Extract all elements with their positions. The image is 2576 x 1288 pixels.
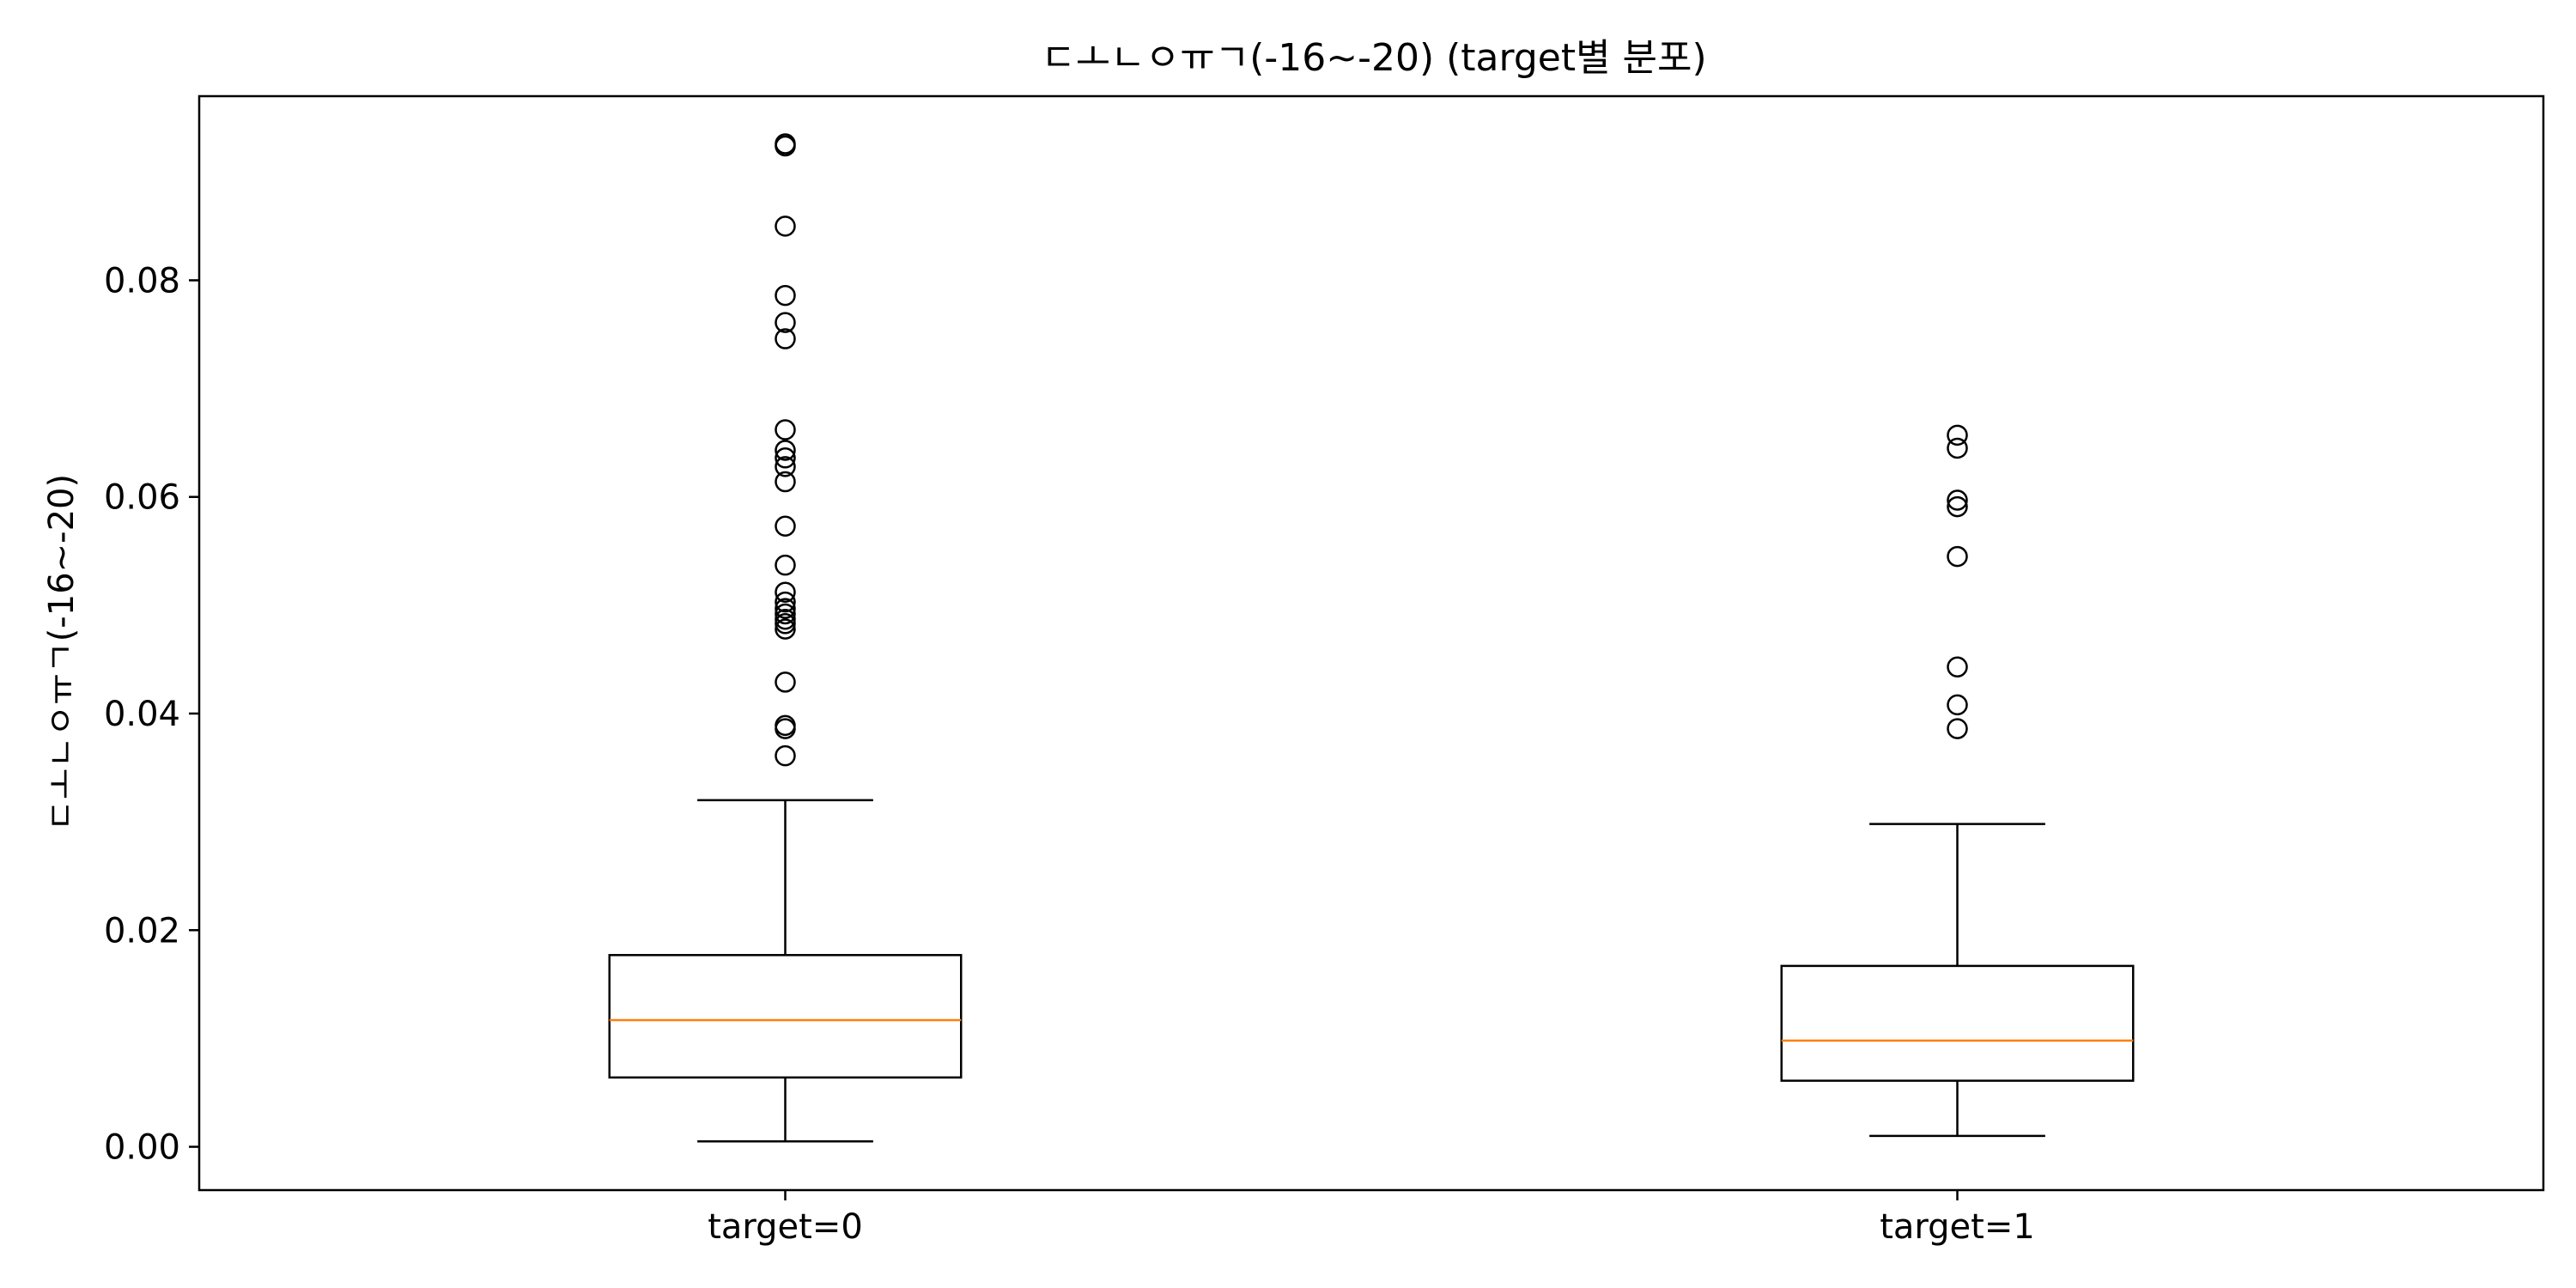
outlier-point — [1947, 495, 1968, 518]
outlier-point — [775, 581, 796, 603]
y-tick-label: 0.06 — [104, 478, 180, 518]
y-axis-label: ㄷㅗㄴㅇㅠㄱ(-16~-20) — [42, 474, 82, 831]
outlier-point — [775, 284, 796, 307]
iqr-box — [1780, 964, 2135, 1082]
y-axis: 0.00 0.02 0.04 0.06 0.08 — [104, 261, 199, 1168]
outlier-point — [775, 603, 796, 625]
outlier-point — [1947, 656, 1968, 678]
x-axis: target=0 target=1 — [708, 1190, 2035, 1247]
outlier-point — [775, 328, 796, 349]
outlier-point — [775, 554, 796, 576]
iqr-box — [608, 954, 963, 1079]
outlier-point — [1947, 718, 1968, 739]
outlier-point — [775, 671, 796, 693]
chart-title: ㄷㅗㄴㅇㅠㄱ(-16~-20) (target별 분포) — [1041, 36, 1706, 80]
outlier-point — [775, 714, 796, 737]
outlier-point — [1947, 489, 1968, 511]
outlier-point — [775, 515, 796, 538]
outlier-point — [775, 744, 796, 767]
y-tick-label: 0.00 — [104, 1128, 180, 1168]
outlier-point — [775, 447, 796, 469]
y-tick-label: 0.08 — [104, 261, 180, 301]
x-tick-label: target=1 — [1880, 1207, 2035, 1247]
boxes-layer — [608, 133, 2135, 1143]
outlier-point — [775, 471, 796, 493]
plot-area-frame — [197, 94, 2545, 1192]
y-tick-label: 0.04 — [104, 695, 180, 734]
outlier-point — [775, 419, 796, 440]
outlier-point — [775, 608, 796, 630]
outlier-point — [775, 440, 796, 461]
outlier-point — [775, 598, 796, 619]
outlier-point — [775, 591, 796, 613]
outlier-point — [775, 618, 796, 640]
outlier-point — [1947, 424, 1968, 447]
outlier-point — [775, 133, 796, 155]
outlier-point — [1947, 437, 1968, 459]
outlier-point — [775, 456, 796, 477]
outlier-point — [775, 312, 796, 333]
x-tick-label: target=0 — [708, 1207, 863, 1247]
box-group — [1780, 424, 2135, 1138]
outlier-point — [1947, 545, 1968, 568]
y-tick-label: 0.02 — [104, 911, 180, 951]
outlier-point — [775, 216, 796, 237]
box-group — [608, 133, 963, 1143]
outlier-point — [1947, 694, 1968, 716]
